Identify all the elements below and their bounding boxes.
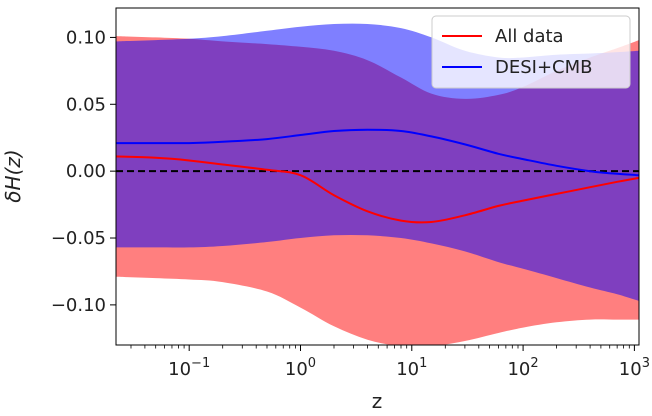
- y-tick-label: −0.05: [51, 228, 106, 249]
- y-tick-label: −0.10: [51, 295, 106, 316]
- x-axis-label: z: [372, 389, 383, 413]
- x-tick-label: 102: [507, 356, 538, 380]
- y-tick-label: 0.10: [66, 27, 106, 48]
- y-tick-label: 0.05: [66, 94, 106, 115]
- desi-cmb-band: [116, 23, 639, 301]
- x-tick-label: 10−1: [168, 356, 210, 380]
- legend-label-desi-cmb: DESI+CMB: [495, 57, 593, 78]
- all-data-line: [116, 155, 639, 224]
- confidence-bands: [116, 23, 639, 345]
- y-axis: 0.10 0.05 0.00 −0.05 −0.10: [51, 27, 116, 316]
- x-axis: 10−1 100 101 102 103: [130, 345, 650, 380]
- y-axis-label: δH(z): [1, 149, 25, 202]
- plot-frame: [115, 7, 640, 346]
- desi-cmb-line: [116, 128, 639, 177]
- x-tick-label: 103: [619, 356, 650, 380]
- series-lines: [116, 128, 639, 224]
- y-tick-label: 0.00: [66, 161, 106, 182]
- legend: All data DESI+CMB: [431, 15, 631, 89]
- x-tick-label: 101: [396, 356, 427, 380]
- legend-box: [431, 15, 631, 89]
- legend-label-all-data: All data: [495, 26, 564, 47]
- x-tick-label: 100: [285, 356, 316, 380]
